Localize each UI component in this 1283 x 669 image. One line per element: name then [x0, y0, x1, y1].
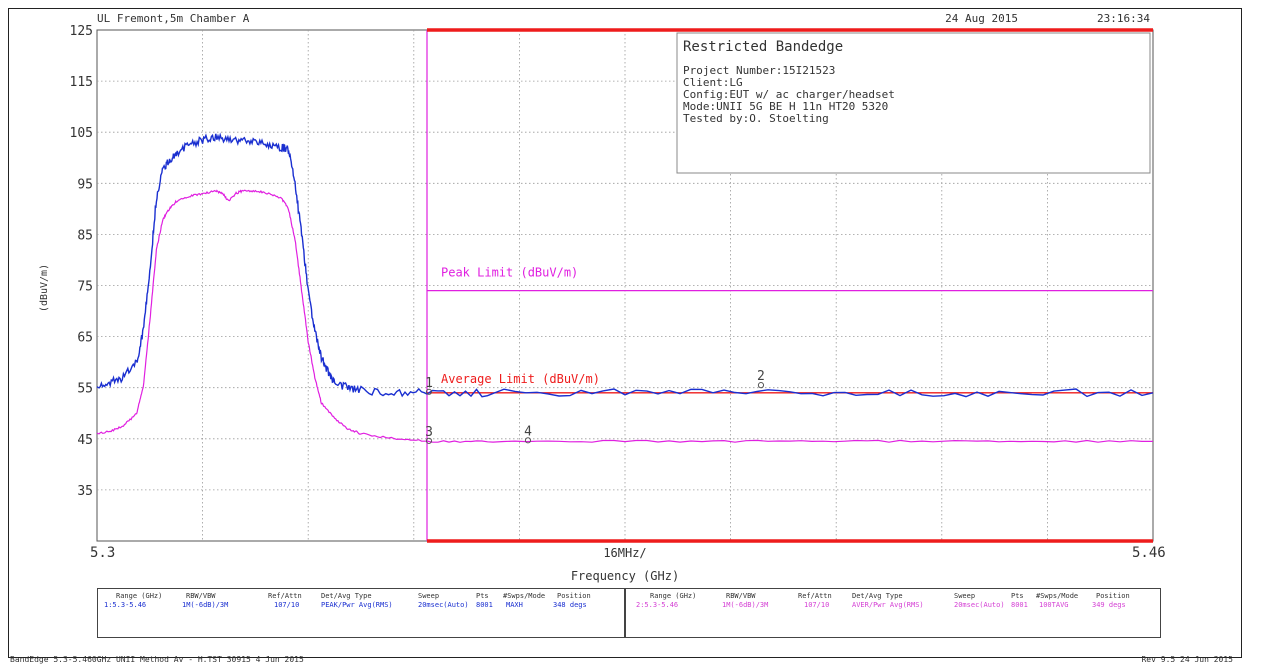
- avg-val-sweep: 20msec(Auto): [954, 601, 1005, 609]
- marker-point: [524, 437, 532, 444]
- y-tick-label: 45: [77, 433, 93, 448]
- avg-val-ref: 107/10: [804, 601, 830, 609]
- average-settings-table: Range (GHz) RBW/VBW Ref/Attn Det/Avg Typ…: [625, 588, 1161, 638]
- avg-val-rbw: 1M(-6dB)/3M: [722, 601, 769, 609]
- avg-hdr-position: Position: [1096, 592, 1130, 600]
- info-line-tested-by: Tested by:O. Stoelting: [683, 112, 829, 125]
- avg-val-range: 2:5.3-5.46: [636, 601, 679, 609]
- x-tick-label-end: 5.46: [1132, 545, 1166, 561]
- peak-hdr-det: Det/Avg Type: [321, 592, 372, 600]
- avg-hdr-det: Det/Avg Type: [852, 592, 903, 600]
- y-tick-label: 115: [70, 75, 93, 90]
- info-line-project: Project Number:15I21523: [683, 64, 835, 77]
- x-axis-label: Frequency (GHz): [571, 569, 679, 583]
- peak-val-swps: MAXH: [506, 601, 523, 609]
- y-tick-label: 95: [77, 177, 93, 192]
- avg-val-pts: 8001: [1011, 601, 1028, 609]
- peak-val-ref: 107/10: [274, 601, 300, 609]
- peak-val-range: 1:5.3-5.46: [104, 601, 147, 609]
- markers: 1 2 3 4: [425, 369, 765, 444]
- x-tick-label-start: 5.3: [90, 545, 115, 561]
- marker-point: [425, 388, 433, 395]
- limit-lines: Peak Limit (dBuV/m) Average Limit (dBuV/m…: [426, 28, 1153, 543]
- peak-val-rbw: 1M(-6dB)/3M: [182, 601, 229, 609]
- peak-hdr-sweep: Sweep: [418, 592, 440, 600]
- info-line-client: Client:LG: [683, 76, 743, 89]
- peak-hdr-range: Range (GHz): [116, 592, 163, 600]
- avg-hdr-range: Range (GHz): [650, 592, 697, 600]
- peak-hdr-ref: Ref/Attn: [268, 592, 302, 600]
- avg-hdr-swps: #Swps/Mode: [1036, 592, 1079, 600]
- marker-point: [757, 382, 765, 389]
- marker-label: 1: [425, 376, 433, 391]
- peak-settings-table: Range (GHz) RBW/VBW Ref/Attn Det/Avg Typ…: [97, 588, 625, 638]
- info-line-mode: Mode:UNII 5G BE H 11n HT20 5320: [683, 100, 888, 113]
- avg-hdr-sweep: Sweep: [954, 592, 976, 600]
- info-line-config: Config:EUT w/ ac charger/headset: [683, 88, 895, 101]
- footer-method: BandEdge 5.3-5.460GHz UNII Method Av - H…: [10, 655, 304, 664]
- avg-hdr-pts: Pts: [1011, 592, 1024, 600]
- peak-val-sweep: 20msec(Auto): [418, 601, 469, 609]
- y-tick-label: 35: [77, 484, 93, 499]
- time-label: 23:16:34: [1097, 12, 1150, 25]
- peak-hdr-rbw: RBW/VBW: [186, 592, 216, 600]
- y-axis-label: (dBuV/m): [39, 264, 50, 312]
- footer-revision: Rev 9.5 24 Jun 2015: [1141, 655, 1233, 664]
- marker-point: [425, 437, 433, 444]
- info-box: [676, 32, 1151, 174]
- peak-val-det: PEAK/Pwr Avg(RMS): [321, 601, 393, 609]
- peak-hdr-swps: #Swps/Mode: [503, 592, 546, 600]
- marker-label: 2: [757, 369, 765, 384]
- y-tick-label: 55: [77, 382, 93, 397]
- peak-hdr-pts: Pts: [476, 592, 489, 600]
- y-tick-label: 85: [77, 228, 93, 243]
- y-tick-label: 105: [70, 126, 93, 141]
- info-box-title: Restricted Bandedge: [683, 39, 843, 55]
- peak-hdr-position: Position: [557, 592, 591, 600]
- avg-hdr-rbw: RBW/VBW: [726, 592, 756, 600]
- report-frame: [8, 8, 1242, 658]
- y-tick-label: 65: [77, 331, 93, 346]
- marker-label: 4: [524, 424, 532, 439]
- y-tick-label: 125: [70, 24, 93, 39]
- average-limit-label: Average Limit (dBuV/m): [441, 372, 600, 386]
- peak-val-position: 348 degs: [553, 601, 587, 609]
- y-tick-labels: 125 115 105 95 85 75 65 55 45 35: [70, 24, 93, 499]
- avg-val-swps: 100TAVG: [1039, 601, 1069, 609]
- avg-val-position: 349 degs: [1092, 601, 1126, 609]
- peak-limit-label: Peak Limit (dBuV/m): [441, 266, 578, 280]
- date-label: 24 Aug 2015: [945, 12, 1018, 25]
- site-label: UL Fremont,5m Chamber A: [97, 12, 250, 25]
- y-tick-label: 75: [77, 280, 93, 295]
- avg-hdr-ref: Ref/Attn: [798, 592, 832, 600]
- avg-val-det: AVER/Pwr Avg(RMS): [852, 601, 924, 609]
- average-trace: [96, 189, 1153, 443]
- marker-label: 3: [425, 425, 433, 440]
- x-center-label: 16MHz/: [603, 546, 646, 560]
- peak-trace: [96, 132, 1154, 398]
- peak-val-pts: 8001: [476, 601, 493, 609]
